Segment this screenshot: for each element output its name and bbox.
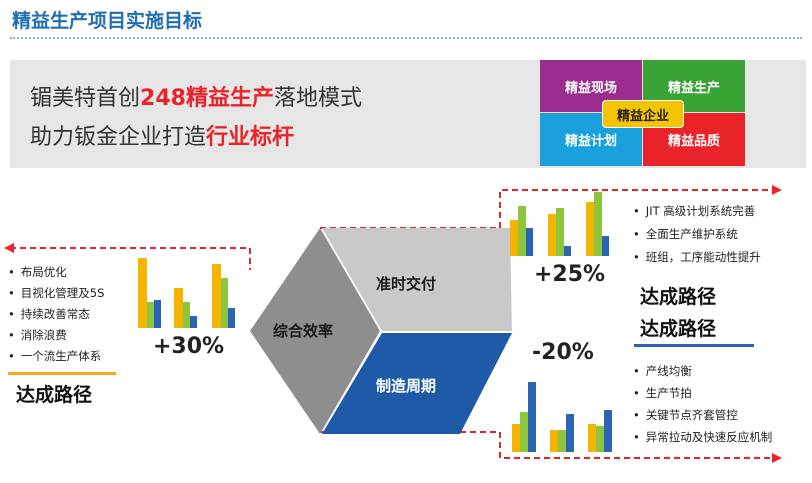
bottom-right-route-label: 达成路径	[640, 318, 717, 340]
left-route-label: 达成路径	[16, 384, 93, 406]
list-item: 布局优化	[8, 262, 104, 283]
bottom-right-bullet-list: 产线均衡 生产节拍 关键节点齐套管控 异常拉动及快速反应机制	[633, 360, 773, 448]
list-item: 班组，工序能动性提升	[633, 246, 761, 269]
list-item: 目视化管理及5S	[8, 283, 105, 304]
hexagon-bottom-segment	[322, 333, 512, 434]
list-item: 全面生产维护系统	[633, 223, 761, 246]
top-right-percent: +25%	[534, 262, 606, 287]
left-bar-icon	[138, 258, 235, 328]
quadrant-bottom-right: 精益品质	[643, 113, 745, 166]
hexagon-diagram	[250, 228, 512, 434]
banner-line-1-prefix: 镅美特首创	[30, 86, 141, 111]
list-item: 关键节点齐套管控	[633, 404, 772, 426]
banner-line-1: 镅美特首创248精益生产落地模式	[30, 80, 362, 112]
hexagon-top-segment	[322, 228, 512, 331]
title-divider	[10, 37, 802, 39]
list-item: 一个流生产体系	[8, 346, 104, 367]
banner-line-2: 助力钣金企业打造行业标杆	[30, 119, 294, 151]
left-percent: +30%	[153, 334, 225, 359]
list-item: JIT 高级计划系统完善	[633, 200, 761, 223]
hexagon-left-segment	[250, 228, 380, 434]
list-item: 产线均衡	[633, 360, 772, 382]
banner-line-1-suffix: 落地模式	[273, 86, 362, 111]
top-right-bullet-list: JIT 高级计划系统完善 全面生产维护系统 班组，工序能动性提升	[633, 200, 761, 269]
hexagon-top-right-label: 准时交付	[376, 275, 437, 293]
list-item: 生产节拍	[633, 382, 772, 404]
list-item: 消除浪费	[8, 325, 104, 346]
banner-line-2-prefix: 助力钣金企业打造	[30, 125, 207, 150]
banner-line-2-highlight: 行业标杆	[206, 125, 295, 150]
top-right-route-label: 达成路径	[640, 286, 717, 308]
banner-line-1-highlight: 248精益生产	[140, 86, 274, 111]
bottom-right-percent: -20%	[532, 340, 594, 365]
list-item: 异常拉动及快速反应机制	[633, 426, 773, 448]
list-item: 持续改善常态	[8, 304, 104, 325]
quadrant-center: 精益企业	[602, 100, 684, 128]
bottom-right-bar-icon	[512, 382, 612, 452]
left-route-underline	[8, 372, 116, 375]
right-route-underline	[634, 344, 754, 347]
lean-quadrant-graphic: 精益现场 精益生产 精益计划 精益品质 精益企业	[540, 60, 745, 166]
page-title: 精益生产项目实施目标	[12, 10, 203, 32]
hexagon-bottom-right-label: 制造周期	[376, 377, 437, 395]
top-right-bar-icon	[510, 192, 609, 256]
hexagon-left-label: 综合效率	[273, 322, 334, 340]
left-bullet-list: 布局优化 目视化管理及5S 持续改善常态 消除浪费 一个流生产体系	[8, 262, 105, 367]
